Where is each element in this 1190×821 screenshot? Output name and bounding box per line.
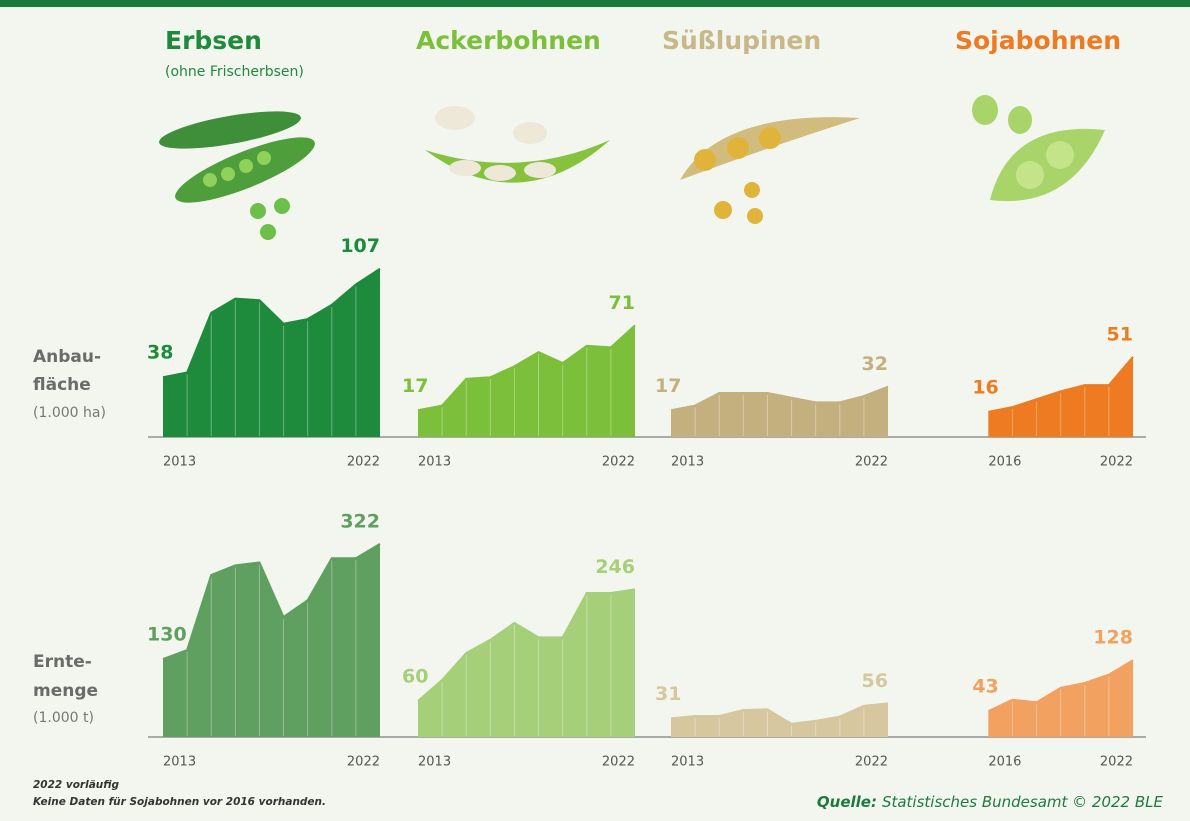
value-label: 17 [655, 375, 681, 397]
value-label: 43 [972, 676, 998, 698]
area-line [987, 659, 1134, 713]
x-tick-label: 2022 [602, 755, 635, 770]
crop-title: Sojabohnen [955, 26, 1121, 55]
source: Quelle: Statistisches Bundesamt © 2022 BL… [817, 793, 1164, 811]
area-fill [671, 703, 888, 737]
x-tick-label: 2022 [602, 455, 635, 470]
row-unit: (1.000 t) [33, 710, 94, 726]
x-tick-label: 2022 [1100, 755, 1133, 770]
area-fill [163, 268, 380, 437]
value-label: 130 [147, 624, 187, 646]
area-line [162, 542, 381, 660]
value-label: 56 [862, 670, 888, 692]
area-fill [163, 543, 380, 737]
x-tick-label: 2016 [988, 455, 1021, 470]
x-tick-label: 2013 [418, 755, 451, 770]
crop-title: Erbsen [165, 26, 262, 55]
value-label: 71 [609, 292, 635, 314]
value-label: 17 [402, 375, 428, 397]
value-label: 128 [1093, 627, 1133, 649]
footnote: 2022 vorläufig [33, 779, 120, 791]
area-line [417, 324, 636, 412]
area-line [162, 267, 381, 379]
x-tick-label: 2013 [418, 455, 451, 470]
source-label: Quelle: [817, 793, 877, 811]
top-bar [0, 0, 1190, 7]
row-label: fläche [33, 375, 91, 395]
value-label: 32 [862, 353, 888, 375]
crop-note: (ohne Frischerbsen) [165, 64, 304, 80]
footnote: Keine Daten für Sojabohnen vor 2016 vorh… [33, 796, 326, 808]
x-tick-label: 2022 [1100, 455, 1133, 470]
x-tick-label: 2013 [163, 755, 196, 770]
value-label: 51 [1107, 323, 1133, 345]
area-fill [418, 325, 635, 437]
value-label: 60 [402, 666, 428, 688]
x-tick-label: 2022 [347, 755, 380, 770]
value-label: 38 [147, 342, 173, 364]
area-fill [671, 386, 888, 437]
area-fill [988, 356, 1133, 437]
x-tick-label: 2013 [671, 755, 704, 770]
x-tick-label: 2022 [347, 455, 380, 470]
row-label: Ernte- [33, 652, 92, 672]
area-line [417, 588, 636, 702]
value-label: 322 [340, 510, 380, 532]
row-label: Anbau- [33, 347, 101, 367]
illustrations [159, 95, 1105, 240]
x-tick-label: 2022 [855, 455, 888, 470]
area-line [670, 385, 889, 412]
x-tick-label: 2013 [163, 455, 196, 470]
area-line [988, 356, 1134, 413]
area-fill [418, 589, 635, 737]
x-tick-label: 2022 [855, 755, 888, 770]
crop-title: Süßlupinen [662, 26, 821, 55]
area-line [670, 702, 889, 725]
source-text: Statistisches Bundesamt © 2022 BLE [882, 793, 1164, 811]
x-tick-label: 2016 [988, 755, 1021, 770]
value-label: 246 [595, 556, 635, 578]
value-label: 31 [655, 683, 681, 705]
crop-title: Ackerbohnen [416, 26, 601, 55]
x-tick-label: 2013 [671, 455, 704, 470]
value-label: 16 [972, 376, 998, 398]
row-label: menge [33, 681, 98, 701]
value-label: 107 [340, 235, 380, 257]
row-unit: (1.000 ha) [33, 405, 106, 421]
